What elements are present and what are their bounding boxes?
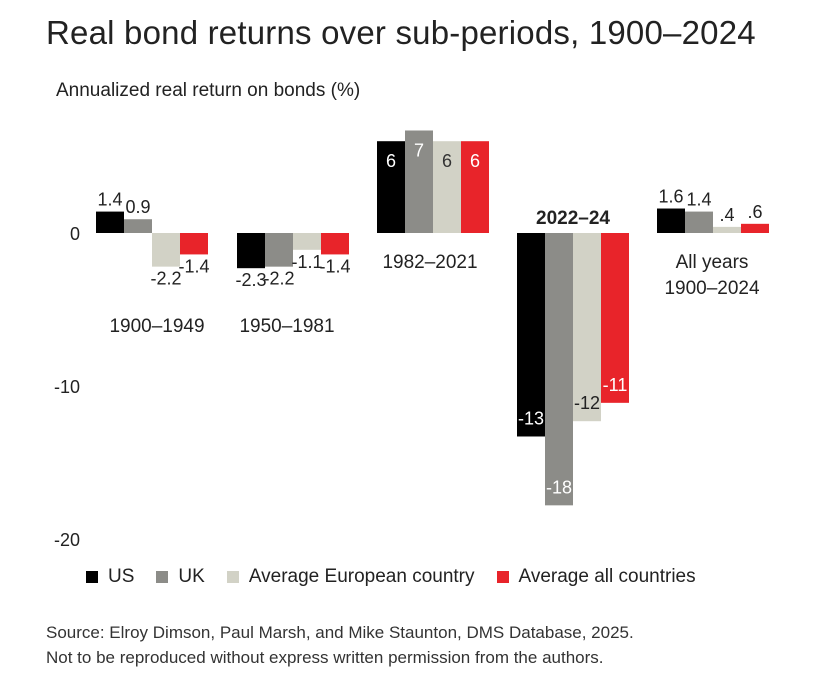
data-label-3-0: -1.4 (178, 256, 209, 276)
data-label-1-3: -18 (546, 477, 572, 497)
data-label-3-3: -11 (603, 375, 628, 395)
category-label: 1982–2021 (382, 252, 477, 273)
data-label-2-2: 6 (442, 151, 452, 171)
legend-item-uk: UK (156, 566, 205, 588)
data-label-3-1: -1.4 (319, 256, 350, 276)
bar-3-0 (180, 233, 208, 255)
bar-0-1 (237, 233, 265, 269)
y-tick-label: -20 (54, 530, 80, 550)
bar-1-3 (545, 233, 573, 506)
y-axis-label: Annualized real return on bonds (%) (56, 80, 361, 101)
data-label-2-4: .4 (719, 205, 734, 225)
legend-label-all: Average all countries (518, 566, 696, 587)
bar-chart: 0-10-201.4-2.36-131.60.9-2.27-181.4-2.2-… (54, 130, 769, 550)
bar-3-3 (601, 233, 629, 403)
y-tick-label: -10 (54, 377, 80, 397)
category-label: 2022–24 (536, 208, 610, 229)
source-note: Source: Elroy Dimson, Paul Marsh, and Mi… (46, 620, 634, 670)
legend-swatch-uk (156, 571, 169, 583)
category-label: 1950–1981 (239, 316, 334, 337)
bar-2-1 (293, 233, 321, 250)
data-label-3-4: .6 (747, 202, 762, 222)
bar-1-4 (685, 211, 713, 233)
data-label-1-4: 1.4 (686, 190, 711, 210)
bar-2-3 (573, 233, 601, 422)
bar-2-4 (713, 226, 741, 233)
category-label: 1900–2024 (664, 278, 760, 299)
bar-0-4 (657, 208, 685, 233)
bar-3-2 (461, 141, 489, 233)
bar-2-0 (152, 233, 180, 267)
data-label-2-3: -12 (574, 393, 600, 413)
legend-label-uk: UK (178, 566, 205, 587)
data-label-1-2: 7 (414, 140, 424, 160)
bar-0-0 (96, 211, 124, 233)
data-label-0-0: 1.4 (97, 190, 122, 210)
bar-1-2 (405, 130, 433, 233)
data-label-0-4: 1.6 (658, 187, 683, 207)
bar-1-1 (265, 233, 293, 267)
legend-swatch-us (86, 571, 98, 583)
legend-swatch-all (496, 571, 509, 583)
bar-1-0 (124, 219, 152, 233)
data-label-0-2: 6 (386, 151, 396, 171)
legend: US UK Average European country Average a… (86, 566, 718, 588)
chart-title: Real bond returns over sub-periods, 1900… (46, 14, 756, 51)
data-label-1-1: -2.2 (263, 269, 294, 289)
legend-item-all: Average all countries (496, 566, 696, 588)
category-label: All years (676, 252, 749, 273)
source-line-2: Not to be reproduced without express wri… (46, 648, 604, 667)
bar-3-1 (321, 233, 349, 255)
legend-swatch-european (226, 571, 239, 583)
legend-label-european: Average European country (248, 566, 475, 587)
bar-0-3 (517, 233, 545, 437)
data-label-1-0: 0.9 (125, 197, 150, 217)
category-label: 1900–1949 (109, 316, 204, 337)
data-label-2-1: -1.1 (291, 252, 322, 272)
bar-2-2 (433, 141, 461, 233)
legend-item-european: Average European country (226, 566, 475, 588)
data-label-0-1: -2.3 (235, 270, 266, 290)
data-label-0-3: -13 (518, 408, 544, 428)
legend-item-us: US (86, 566, 134, 588)
legend-label-us: US (108, 566, 135, 587)
data-label-2-0: -2.2 (150, 269, 181, 289)
y-tick-label: 0 (70, 224, 80, 244)
bar-0-2 (377, 141, 405, 233)
bar-3-4 (741, 223, 769, 233)
source-line-1: Source: Elroy Dimson, Paul Marsh, and Mi… (46, 623, 634, 642)
data-label-3-2: 6 (470, 151, 480, 171)
